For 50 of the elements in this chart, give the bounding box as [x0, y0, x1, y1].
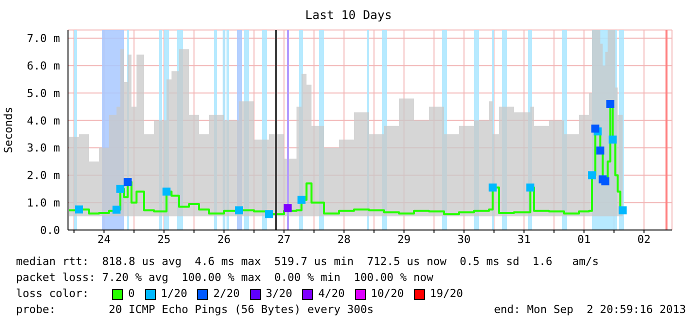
- y-tick-label: 6.0 m: [26, 60, 60, 73]
- legend-label: 1/20: [160, 286, 188, 302]
- point: [116, 184, 124, 193]
- y-tick-label: 4.0 m: [26, 114, 60, 128]
- legend-label: 2/20: [213, 286, 240, 302]
- point: [618, 206, 627, 214]
- point: [112, 206, 120, 214]
- x-tick-label: 27: [277, 232, 291, 246]
- y-tick-label: 2.0 m: [26, 169, 60, 182]
- x-tick-label: 25: [157, 232, 171, 246]
- point: [596, 146, 604, 155]
- point: [265, 210, 273, 218]
- point: [608, 136, 617, 144]
- legend-label: 4/20: [318, 286, 345, 302]
- legend-label: 0: [128, 286, 135, 302]
- x-tick-label: 28: [337, 232, 351, 246]
- x-tick-label: 24: [97, 232, 111, 246]
- y-tick-label: 3.0 m: [26, 142, 60, 155]
- legend-label: 19/20: [430, 286, 463, 302]
- point: [235, 206, 243, 214]
- text: probe: 20 ICMP Echo Pings (56 Bytes) every 300s: [16, 302, 374, 318]
- x-tick-label: 26: [217, 232, 231, 246]
- y-tick-label: 1.0 m: [26, 196, 60, 210]
- point: [284, 204, 292, 212]
- point: [526, 184, 534, 192]
- y-axis-title: Seconds: [2, 106, 15, 154]
- x-tick-label: 01: [577, 232, 591, 246]
- y-tick-label: 5.0 m: [26, 86, 60, 100]
- point: [75, 205, 83, 214]
- point: [162, 188, 170, 196]
- legend-label: 3/20: [266, 286, 292, 302]
- point: [601, 177, 610, 186]
- point: [124, 178, 132, 186]
- y-tick-label: 7.0 m: [26, 32, 60, 46]
- x-tick-label: 31: [517, 232, 531, 246]
- x-tick-label: 29: [397, 232, 411, 246]
- text: end: Mon Sep 2 20:59:16 2013: [494, 302, 686, 318]
- point: [606, 100, 614, 108]
- x-tick-label: 30: [457, 232, 471, 246]
- point: [488, 184, 497, 192]
- text: packet loss: 7.20 % avg 100.00 % max 0.00 % min 100.00 % now: [16, 270, 434, 286]
- legend-title: loss color:: [16, 286, 90, 302]
- point: [298, 196, 306, 204]
- point: [588, 171, 596, 180]
- point: [591, 124, 600, 133]
- y-tick-label: 0.0: [40, 224, 60, 237]
- text: median rtt: 818.8 us avg 4.6 ms max 519.7 us min 712.5 us now 0.5 ms sd 1.6 am/s: [16, 254, 600, 270]
- legend-label: 10/20: [370, 286, 404, 302]
- chart-title: Last 10 Days: [304, 8, 393, 22]
- x-tick-label: 02: [637, 232, 651, 246]
